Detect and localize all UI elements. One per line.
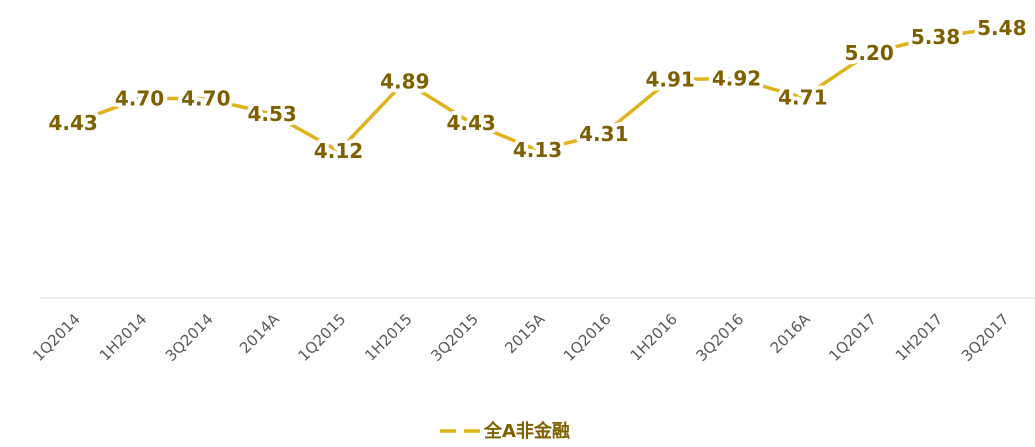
x-tick-label: 1H2016 (627, 310, 681, 364)
x-tick-label: 1H2014 (96, 310, 150, 364)
data-label: 5.48 (977, 16, 1026, 40)
x-tick-label: 2014A (236, 310, 283, 357)
data-label: 5.38 (911, 25, 960, 49)
data-label: 4.12 (314, 139, 363, 163)
data-label: 4.92 (712, 67, 761, 91)
series-line (72, 26, 1003, 153)
x-tick-label: 1Q2016 (560, 310, 615, 365)
x-tick-label: 2015A (501, 310, 548, 357)
x-tick-label: 1H2017 (892, 310, 946, 364)
data-label: 4.53 (247, 102, 296, 126)
data-label: 4.31 (579, 122, 628, 146)
legend-label: 全A非金融 (483, 420, 570, 442)
x-tick-label: 3Q2017 (958, 310, 1013, 365)
x-tick-label: 3Q2015 (427, 310, 482, 365)
x-tick-label: 1Q2015 (295, 310, 350, 365)
data-label: 4.70 (181, 87, 230, 111)
x-tick-label: 2016A (767, 310, 814, 357)
data-label: 4.13 (513, 138, 562, 162)
data-label: 4.89 (380, 69, 429, 93)
data-label: 4.70 (115, 87, 164, 111)
x-tick-label: 1H2015 (361, 310, 415, 364)
data-label: 4.43 (48, 111, 97, 135)
data-label: 5.20 (844, 41, 893, 65)
x-tick-label: 1Q2014 (29, 310, 84, 365)
data-label: 4.43 (446, 111, 495, 135)
x-tick-label: 3Q2016 (693, 310, 748, 365)
x-tick-label: 1Q2017 (825, 310, 880, 365)
data-label: 4.91 (645, 67, 694, 91)
x-tick-label: 3Q2014 (162, 310, 217, 365)
data-label: 4.71 (778, 86, 827, 110)
